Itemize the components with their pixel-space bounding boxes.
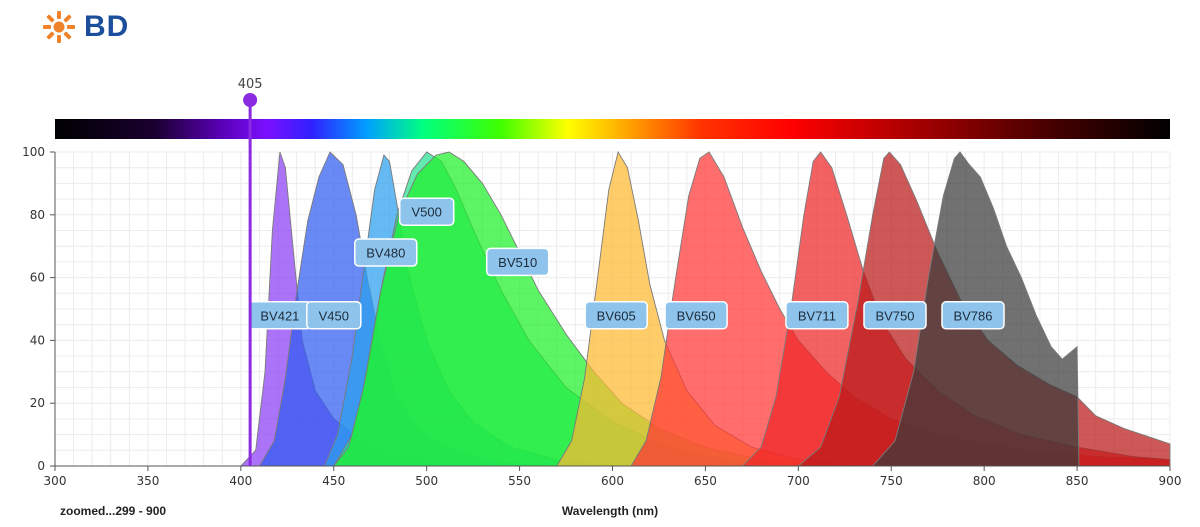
x-tick-label: 450 [322, 474, 345, 488]
brand-name: BD [84, 10, 130, 43]
series-label-text: BV421 [260, 308, 299, 323]
series-label-text: BV786 [953, 308, 992, 323]
bd-sunburst-icon [43, 11, 75, 43]
series-label-text: BV605 [597, 308, 636, 323]
series-label-box [863, 301, 927, 330]
x-tick-label: 900 [1159, 474, 1182, 488]
series-label-box [664, 301, 728, 330]
x-tick-label: 850 [1066, 474, 1089, 488]
series-label-box [584, 301, 648, 330]
series-label-text: V450 [319, 308, 349, 323]
series-label-text: BV650 [677, 308, 716, 323]
series-label-bv605[interactable]: BV605 [584, 301, 648, 330]
series-label-box [941, 301, 1005, 330]
series-label-text: BV480 [366, 246, 405, 261]
series-label-bv510[interactable]: BV510 [485, 247, 550, 277]
series-label-box [354, 238, 418, 267]
x-tick-label: 650 [694, 474, 717, 488]
series-label-box [306, 301, 362, 330]
y-tick-label: 100 [22, 145, 45, 159]
series-label-bv480[interactable]: BV480 [354, 238, 418, 267]
series-label-text: BV750 [875, 308, 914, 323]
x-tick-label: 400 [229, 474, 252, 488]
laser-marker[interactable]: 405 [238, 77, 263, 466]
series-label-bv650[interactable]: BV650 [664, 301, 728, 330]
laser-handle[interactable] [243, 93, 258, 107]
spectrum-bar [55, 119, 1170, 139]
x-tick-label: 700 [787, 474, 810, 488]
series-label-bv786[interactable]: BV786 [941, 301, 1005, 330]
y-tick-label: 80 [30, 208, 45, 222]
brand-logo: BD [40, 10, 129, 44]
x-tick-label: 800 [973, 474, 996, 488]
series-label-box [485, 247, 550, 277]
axes: 300 350 400 450 500 550 600 650 700 750 800 850 900 0… [22, 145, 1181, 488]
series-label-text: V500 [412, 205, 442, 220]
series-label-text: BV711 [798, 308, 836, 323]
y-tick-label: 0 [37, 459, 45, 473]
y-tick-label: 60 [30, 271, 45, 285]
series-labels: BV421 V450 BV480 V500 BV510 BV605 BV650 BV711 BV… [248, 197, 1005, 330]
x-tick-label: 550 [508, 474, 531, 488]
y-tick-label: 20 [30, 396, 45, 410]
series-label-v500[interactable]: V500 [398, 197, 455, 226]
series-label-bv421[interactable]: BV421 [248, 301, 312, 330]
x-tick-label: 750 [880, 474, 903, 488]
series-label-bv750[interactable]: BV750 [863, 301, 927, 330]
x-tick-label: 300 [44, 474, 67, 488]
series-label-box [785, 301, 849, 330]
series-label-bv711[interactable]: BV711 [785, 301, 849, 330]
zoom-range-text: zoomed...299 - 900 [60, 504, 166, 518]
series-label-v450[interactable]: V450 [306, 301, 362, 330]
laser-label: 405 [238, 77, 263, 92]
y-tick-label: 40 [30, 333, 45, 347]
x-tick-label: 500 [415, 474, 438, 488]
series-label-text: BV510 [498, 255, 537, 270]
series-label-box [398, 197, 455, 226]
x-tick-label: 350 [136, 474, 159, 488]
x-axis-title: Wavelength (nm) [562, 504, 658, 518]
x-tick-label: 600 [601, 474, 624, 488]
